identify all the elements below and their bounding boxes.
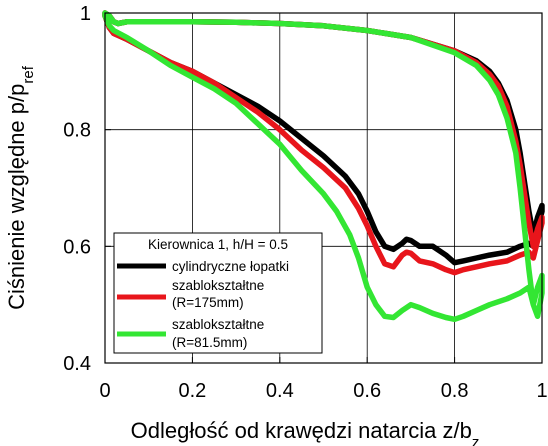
series-line-2	[102, 10, 545, 323]
y-tick-label: 0.6	[63, 236, 91, 258]
legend: Kierownica 1, h/H = 0.5 cylindryczne łop…	[113, 232, 323, 354]
y-tick-label: 0.4	[63, 353, 91, 375]
x-tick-label: 1	[536, 380, 547, 402]
x-axis-title: Odległość od krawędzi natarcia z/bz	[131, 418, 480, 446]
series-layer	[102, 10, 545, 323]
x-tick-label: 0.8	[441, 380, 469, 402]
plot-frame	[104, 12, 543, 364]
x-tick-label: 0.2	[178, 380, 206, 402]
legend-title: Kierownica 1, h/H = 0.5	[148, 237, 288, 252]
y-axis-title: Ciśnienie względne p/pref	[4, 65, 37, 310]
x-axis-title-main: Odległość od krawędzi natarcia z/b	[131, 418, 472, 443]
y-axis-title-sub: ref	[20, 65, 37, 83]
legend-label-r81-line2: (R=81.5mm)	[172, 335, 247, 350]
x-tick-label: 0.6	[353, 380, 381, 402]
legend-label-r175-line2: (R=175mm)	[172, 295, 244, 310]
y-tick-label: 0.8	[63, 120, 91, 142]
x-axis-title-sub: z	[472, 434, 480, 446]
legend-label-r81-line1: szablokształtne	[172, 317, 264, 332]
x-tick-label: 0.4	[266, 380, 294, 402]
legend-label-cylindryczne: cylindryczne łopatki	[172, 259, 289, 274]
legend-label-r175-line1: szablokształtne	[172, 278, 264, 293]
series-line-0	[102, 10, 545, 266]
y-axis-title-main: Ciśnienie względne p/p	[4, 84, 29, 310]
axis-ticks: 0 0.2 0.4 0.6 0.8 1 0.4 0.6 0.8 1	[63, 3, 547, 402]
x-tick-label: 0	[99, 380, 110, 402]
y-tick-label: 1	[80, 3, 91, 25]
